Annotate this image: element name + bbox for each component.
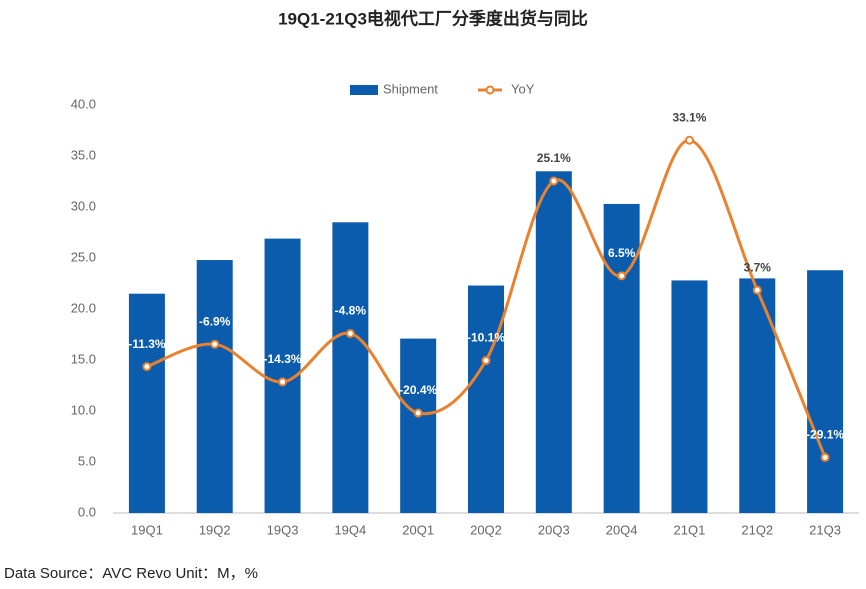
x-tick-label: 19Q4 (334, 522, 366, 537)
y-tick-label: 0.0 (78, 504, 96, 519)
legend-label: YoY (511, 81, 535, 96)
bar (468, 285, 504, 513)
y-tick-label: 40.0 (71, 96, 96, 111)
x-tick-label: 19Q2 (199, 522, 231, 537)
x-tick-label: 21Q2 (741, 522, 773, 537)
bar (196, 260, 233, 513)
data-label: -29.1% (806, 428, 844, 442)
bar (128, 293, 165, 513)
data-label: -14.3% (264, 352, 302, 366)
bar (535, 171, 572, 514)
data-label: 6.5% (608, 246, 636, 260)
legend-label: Shipment (383, 81, 438, 96)
y-tick-label: 20.0 (71, 300, 96, 315)
bar (400, 338, 437, 513)
x-tick-label: 20Q4 (606, 522, 638, 537)
line-point (549, 176, 559, 186)
data-label: 25.1% (537, 151, 571, 165)
line-point (210, 339, 220, 349)
line-point (820, 452, 830, 462)
y-tick-label: 5.0 (78, 453, 96, 468)
x-tick-label: 21Q1 (674, 522, 706, 537)
y-tick-label: 35.0 (71, 147, 96, 162)
line-point (142, 362, 152, 372)
bar (603, 203, 640, 513)
legend-swatch (485, 85, 495, 95)
data-label: -20.4% (399, 383, 437, 397)
x-tick-label: 19Q1 (131, 522, 163, 537)
y-tick-label: 10.0 (71, 402, 96, 417)
x-tick-label: 20Q3 (538, 522, 570, 537)
source-note: Data Source：AVC Revo Unit：M，% (4, 565, 258, 582)
data-label: -11.3% (128, 337, 166, 351)
x-tick-label: 20Q2 (470, 522, 502, 537)
data-label: -4.8% (335, 304, 367, 318)
data-label: 33.1% (672, 110, 706, 124)
data-label: 3.7% (744, 260, 772, 274)
line-point (481, 356, 491, 366)
chart-title: 19Q1-21Q3电视代工厂分季度出货与同比 (278, 8, 588, 28)
bar (739, 278, 776, 513)
legend-swatch (350, 85, 378, 95)
bar (807, 270, 844, 513)
data-label: -6.9% (199, 314, 231, 328)
bar (671, 280, 708, 513)
bar (332, 222, 369, 514)
y-tick-label: 30.0 (71, 198, 96, 213)
x-tick-label: 21Q3 (809, 522, 841, 537)
y-tick-label: 25.0 (71, 249, 96, 264)
line-point (752, 285, 762, 295)
line-point (345, 328, 355, 338)
x-tick-label: 20Q1 (402, 522, 434, 537)
line-point (684, 135, 694, 145)
y-tick-label: 15.0 (71, 351, 96, 366)
line-point (413, 408, 423, 418)
line-point (278, 377, 288, 387)
data-label: -10.1% (467, 331, 505, 345)
line-point (617, 271, 627, 281)
x-tick-label: 19Q3 (267, 522, 299, 537)
